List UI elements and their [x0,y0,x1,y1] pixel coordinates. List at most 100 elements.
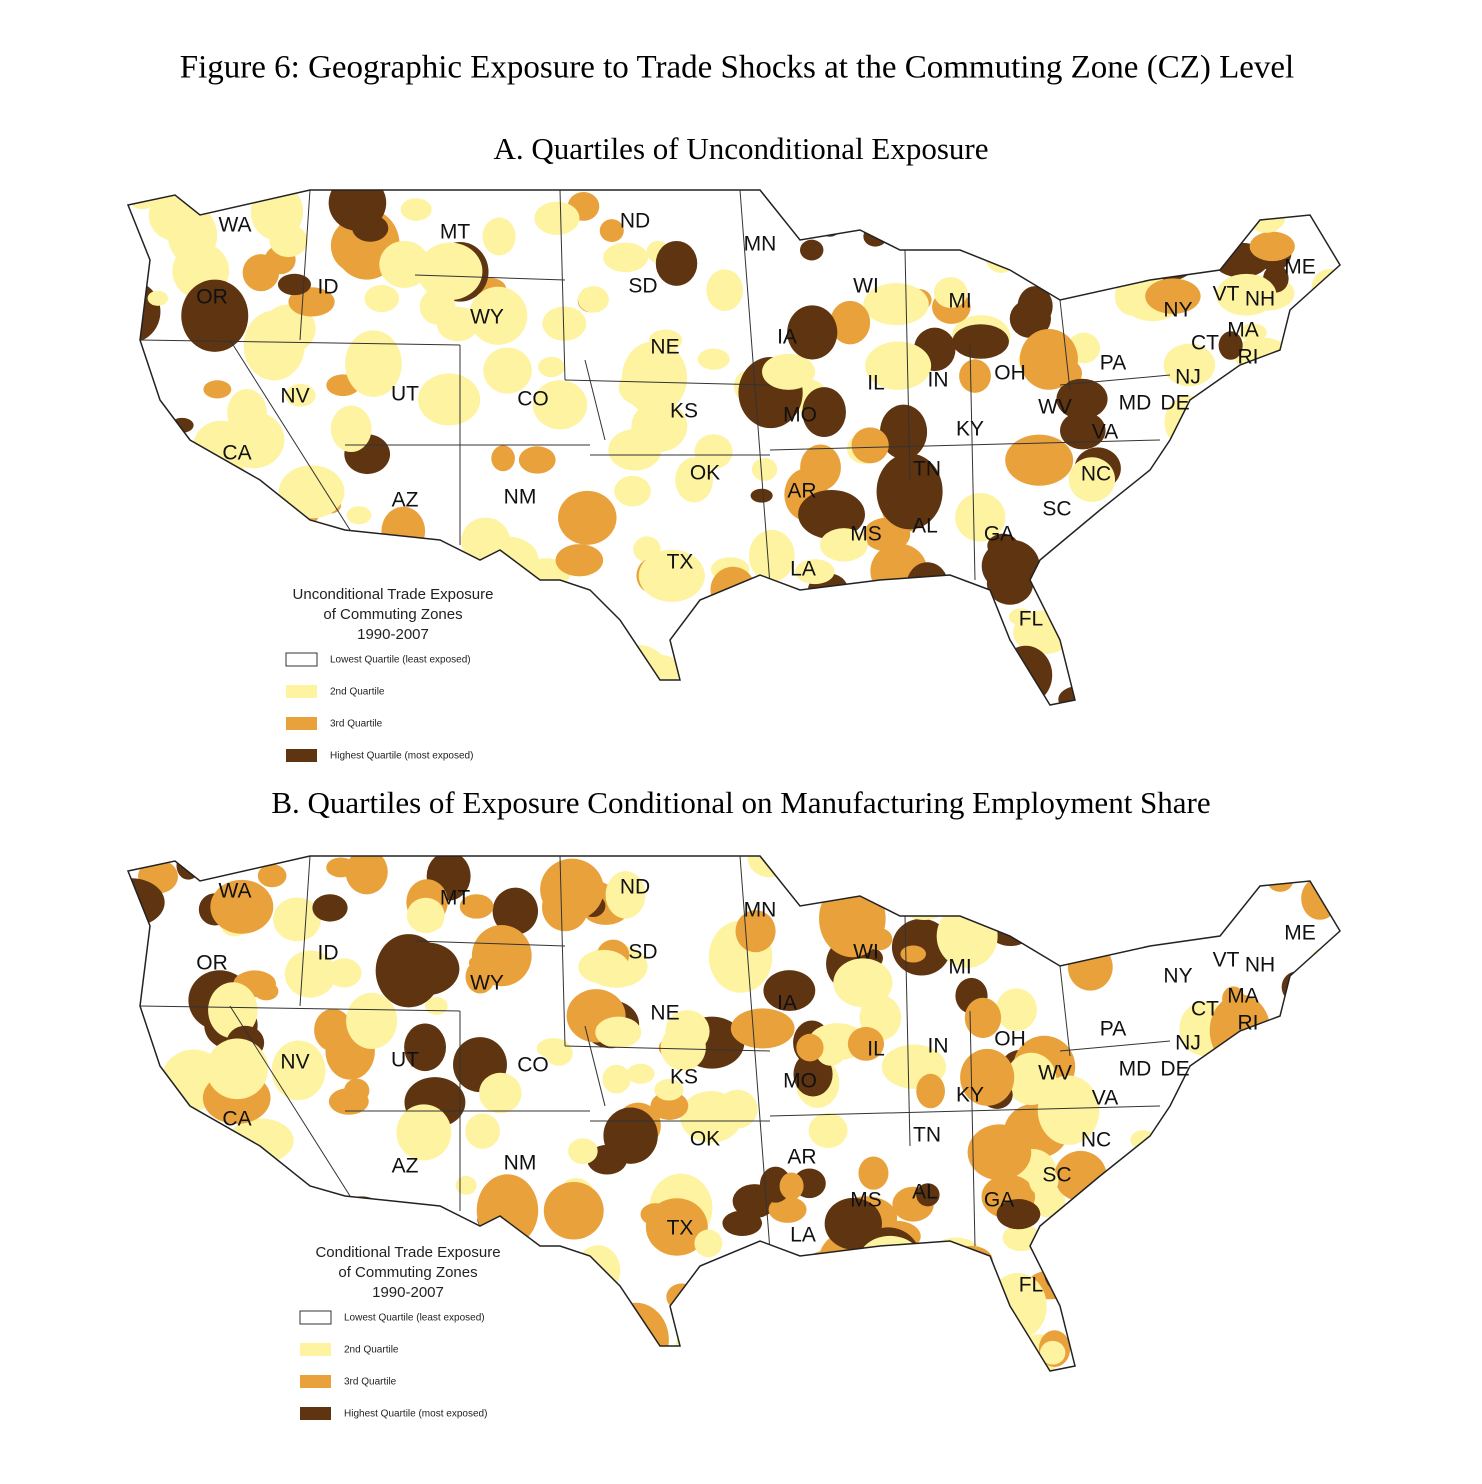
exposure-region [873,190,923,224]
exposure-region [346,506,372,525]
exposure-region [1242,1335,1269,1358]
exposure-region [1142,225,1200,281]
exposure-region [549,1263,570,1284]
exposure-region [1140,1233,1178,1266]
state-label: NY [1163,965,1192,988]
exposure-region [1239,323,1267,342]
exposure-region [996,1199,1041,1230]
exposure-region [471,925,532,987]
exposure-region [565,684,603,705]
exposure-region [750,649,797,678]
exposure-region [518,446,556,474]
exposure-region [717,1089,758,1129]
exposure-region [988,200,1028,231]
exposure-region [577,286,609,313]
exposure-region [1109,190,1163,233]
exposure-region [480,632,517,663]
exposure-region [779,1172,804,1200]
state-label: UT [391,1049,419,1072]
exposure-region [181,279,249,352]
exposure-region [1238,364,1307,445]
state-label: NC [1081,1129,1111,1152]
exposure-region [602,1302,669,1371]
exposure-region [345,856,388,895]
exposure-region [128,1109,145,1141]
exposure-region [750,488,773,503]
exposure-region [1019,328,1078,390]
exposure-region [1272,1019,1338,1086]
exposure-region [808,1112,848,1148]
exposure-region [763,970,816,1012]
state-label: KS [670,400,698,423]
exposure-region [257,570,318,639]
exposure-region [240,1258,294,1294]
exposure-region [1122,579,1161,625]
state-label: OH [994,362,1026,385]
exposure-region [264,544,298,581]
exposure-region [257,864,287,888]
exposure-region [1048,594,1071,619]
state-label: MI [948,290,971,313]
exposure-region [422,909,444,931]
exposure-region [541,1303,566,1323]
state-label: NE [650,336,679,359]
state-label: MO [783,404,817,427]
exposure-region [537,676,558,698]
exposure-region [1005,434,1074,486]
exposure-region [222,411,285,469]
state-label: CO [517,1054,549,1077]
state-label: ND [620,210,650,233]
exposure-region [602,644,668,695]
exposure-region [1298,296,1322,321]
state-label: WI [853,275,879,298]
exposure-region [312,894,348,922]
exposure-region [1216,273,1277,316]
exposure-region [1274,576,1296,594]
exposure-region [147,290,169,306]
state-label: ID [318,942,339,965]
exposure-region [694,434,733,469]
exposure-region [614,475,651,507]
exposure-region [909,871,949,896]
exposure-region [1081,631,1125,678]
exposure-region [317,632,348,656]
map-outline [126,855,1341,1372]
exposure-region [997,194,1048,227]
exposure-region [164,1142,188,1164]
state-label: OK [690,462,720,485]
state-label: IN [928,1035,949,1058]
legend-label: 3rd Quartile [344,1377,397,1388]
exposure-region [1218,331,1243,360]
state-label: ID [318,276,339,299]
exposure-region [1181,1194,1206,1218]
state-label: NE [650,1002,679,1025]
state-label: VA [1092,1087,1118,1110]
exposure-region [400,198,432,221]
state-border [229,339,351,531]
exposure-region [1281,971,1312,1003]
state-label: WV [1038,396,1072,419]
exposure-region [748,529,795,582]
exposure-region [826,675,876,705]
exposure-region [1164,578,1194,612]
state-label: SC [1042,498,1071,521]
legend-label: 2nd Quartile [330,687,385,698]
state-border [139,339,461,346]
exposure-region [142,458,187,494]
exposure-region [955,493,1006,542]
exposure-region [919,196,949,225]
exposure-region [1204,1180,1251,1211]
state-label: NY [1163,299,1192,322]
exposure-region [906,562,949,609]
exposure-region [278,465,345,519]
exposure-region [666,1283,697,1311]
exposure-region [851,427,889,464]
exposure-region [1009,868,1057,917]
state-border [769,439,1161,451]
exposure-region [314,1008,352,1052]
exposure-region [1144,478,1209,539]
state-border [414,940,566,947]
exposure-region [950,1267,977,1285]
exposure-region [1212,1118,1260,1169]
